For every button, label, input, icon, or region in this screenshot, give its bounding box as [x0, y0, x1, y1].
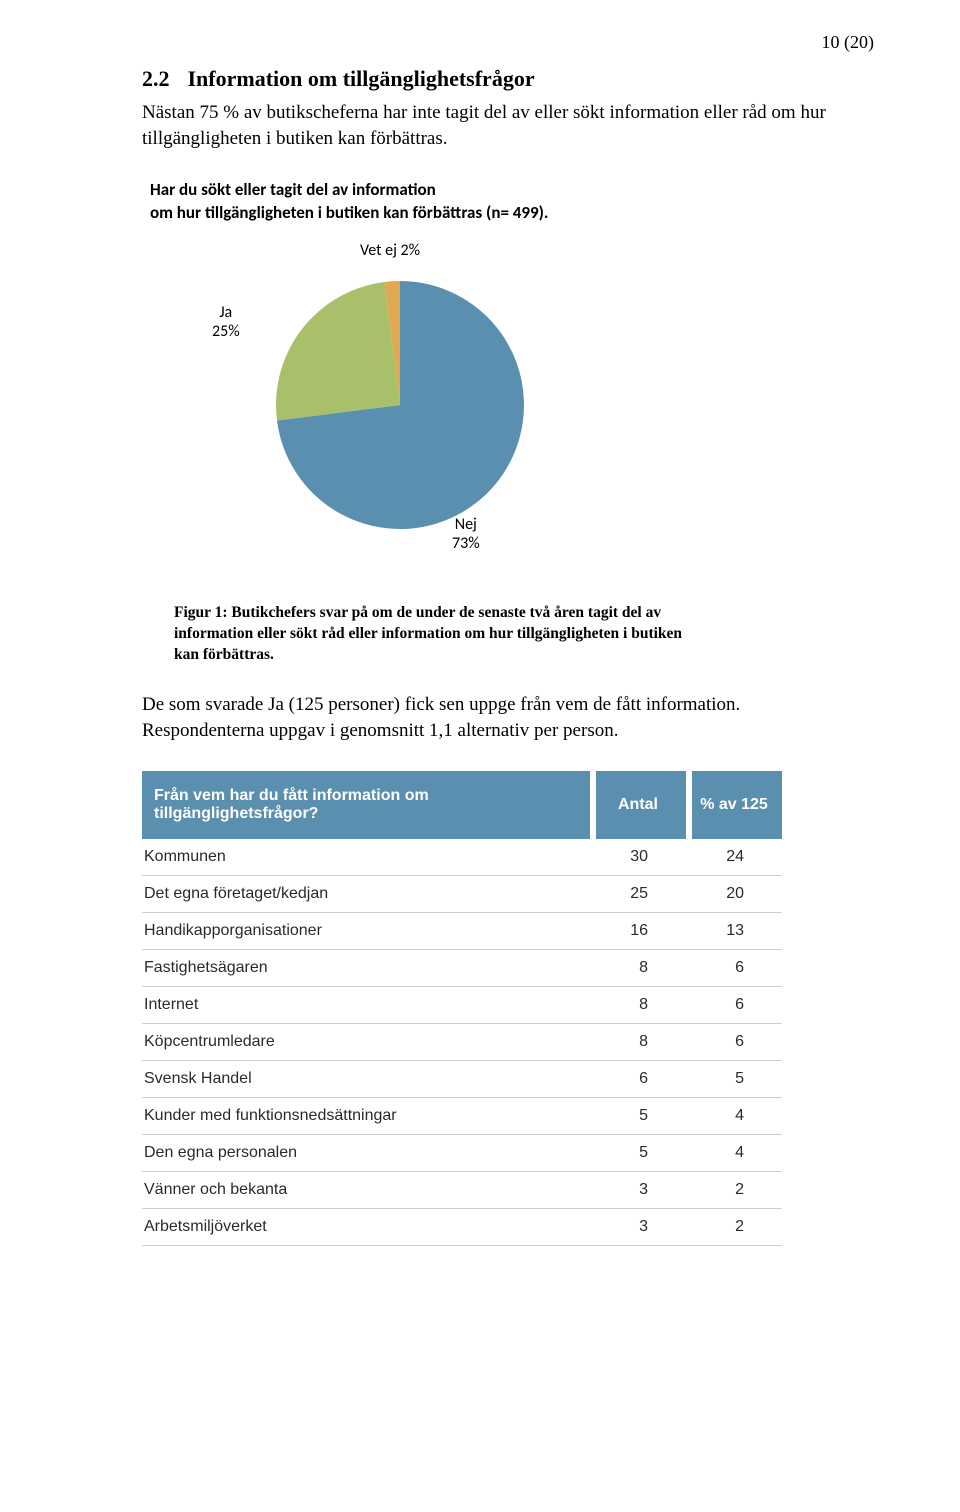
figure-caption: Figur 1: Butikchefers svar på om de unde…: [174, 603, 694, 666]
row-label: Fastighetsägaren: [142, 950, 590, 987]
row-pct: 6: [686, 987, 782, 1024]
table-row: Svensk Handel65: [142, 1061, 782, 1098]
section-number: 2.2: [142, 66, 170, 91]
row-pct: 6: [686, 1024, 782, 1061]
row-label: Handikapporganisationer: [142, 913, 590, 950]
table-header-question: Från vem har du fått information om till…: [142, 771, 590, 839]
table-header-q-line2: tillgänglighetsfrågor?: [154, 805, 318, 822]
row-antal: 16: [590, 913, 686, 950]
pie-slice-ja: [276, 282, 400, 421]
section-title: Information om tillgänglighetsfrågor: [188, 66, 535, 91]
pie-chart: Vet ej 2% Ja 25% Nej 73%: [150, 239, 610, 579]
pie-label-ja-line1: Ja: [219, 303, 232, 322]
row-pct: 24: [686, 839, 782, 876]
row-label: Kunder med funktionsnedsättningar: [142, 1098, 590, 1135]
row-antal: 8: [590, 987, 686, 1024]
row-label: Internet: [142, 987, 590, 1024]
table-row: Det egna företaget/kedjan2520: [142, 876, 782, 913]
table-row: Fastighetsägaren86: [142, 950, 782, 987]
row-label: Vänner och bekanta: [142, 1172, 590, 1209]
row-label: Svensk Handel: [142, 1061, 590, 1098]
chart-title-line2: om hur tillgängligheten i butiken kan fö…: [150, 202, 548, 223]
table-row: Arbetsmiljöverket32: [142, 1209, 782, 1246]
table-row: Kommunen3024: [142, 839, 782, 876]
table-header-antal: Antal: [590, 771, 686, 839]
row-antal: 30: [590, 839, 686, 876]
row-antal: 5: [590, 1098, 686, 1135]
row-antal: 8: [590, 950, 686, 987]
row-pct: 2: [686, 1209, 782, 1246]
row-label: Köpcentrumledare: [142, 1024, 590, 1061]
row-pct: 20: [686, 876, 782, 913]
table-row: Kunder med funktionsnedsättningar54: [142, 1098, 782, 1135]
row-antal: 8: [590, 1024, 686, 1061]
pie-label-nej-line2: 73%: [452, 534, 480, 553]
chart-title-line1: Har du sökt eller tagit del av informati…: [150, 179, 436, 200]
table-header-q-line1: Från vem har du fått information om: [154, 787, 429, 804]
row-antal: 3: [590, 1172, 686, 1209]
row-pct: 4: [686, 1098, 782, 1135]
chart-title: Har du sökt eller tagit del av informati…: [150, 179, 850, 225]
pie-label-ja: Ja 25%: [212, 303, 240, 341]
row-pct: 6: [686, 950, 782, 987]
row-antal: 3: [590, 1209, 686, 1246]
row-antal: 5: [590, 1135, 686, 1172]
row-pct: 2: [686, 1172, 782, 1209]
row-label: Arbetsmiljöverket: [142, 1209, 590, 1246]
row-label: Det egna företaget/kedjan: [142, 876, 590, 913]
row-label: Kommunen: [142, 839, 590, 876]
row-pct: 13: [686, 913, 782, 950]
table-row: Köpcentrumledare86: [142, 1024, 782, 1061]
intro-paragraph: Nästan 75 % av butikscheferna har inte t…: [142, 100, 850, 151]
info-source-table: Från vem har du fått information om till…: [142, 771, 782, 1246]
pie-label-nej-line1: Nej: [455, 515, 477, 534]
table-row: Handikapporganisationer1613: [142, 913, 782, 950]
row-antal: 6: [590, 1061, 686, 1098]
row-pct: 4: [686, 1135, 782, 1172]
table-header-pct: % av 125: [686, 771, 782, 839]
pie-chart-block: Har du sökt eller tagit del av informati…: [150, 179, 850, 666]
row-pct: 5: [686, 1061, 782, 1098]
pie-label-vet-ej-text: Vet ej 2%: [360, 241, 420, 260]
section-heading: 2.2 Information om tillgänglighetsfrågor: [142, 66, 850, 92]
pie-label-vet-ej: Vet ej 2%: [360, 241, 420, 260]
row-label: Den egna personalen: [142, 1135, 590, 1172]
pie-svg: [270, 275, 530, 535]
pie-label-ja-line2: 25%: [212, 322, 240, 341]
table-row: Vänner och bekanta32: [142, 1172, 782, 1209]
table-row: Internet86: [142, 987, 782, 1024]
row-antal: 25: [590, 876, 686, 913]
table-row: Den egna personalen54: [142, 1135, 782, 1172]
pie-label-nej: Nej 73%: [452, 515, 480, 553]
body-paragraph-2: De som svarade Ja (125 personer) fick se…: [142, 692, 850, 743]
page-number: 10 (20): [822, 32, 875, 53]
